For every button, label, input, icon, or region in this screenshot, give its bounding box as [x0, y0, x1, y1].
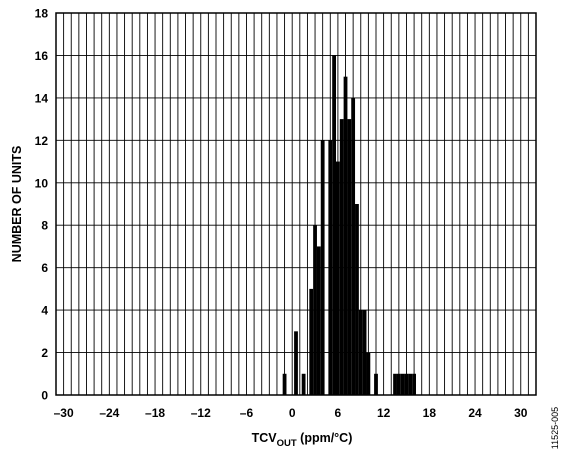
x-tick-label: 12: [377, 406, 391, 420]
x-axis-label-main: TCV: [252, 431, 278, 445]
histogram-bar: [404, 373, 409, 395]
histogram-bar: [294, 331, 298, 395]
x-tick-label: –24: [99, 406, 119, 420]
x-tick-label: 30: [514, 406, 528, 420]
y-tick-label: 2: [41, 346, 48, 360]
histogram-bar: [339, 119, 344, 395]
y-tick-labels: 0 2 4 6 8 10 12 14 16 18: [35, 7, 49, 403]
histogram-bar: [332, 55, 336, 395]
histogram-bar: [301, 373, 306, 395]
x-tick-label: 18: [423, 406, 437, 420]
histogram-bar: [328, 140, 333, 395]
histogram-bar: [362, 310, 367, 395]
histogram-bar: [282, 373, 287, 395]
x-axis-label-subscript: OUT: [277, 438, 297, 449]
histogram-bar: [374, 373, 378, 395]
histogram-bar: [408, 373, 413, 395]
y-tick-label: 16: [35, 49, 49, 63]
histogram-bar: [355, 204, 359, 395]
plot-frame: [55, 12, 537, 396]
y-tick-label: 12: [35, 134, 49, 148]
histogram-bar: [393, 373, 397, 395]
histogram-bar: [313, 225, 317, 395]
x-axis-label-suffix: (ppm/°C): [297, 431, 353, 445]
y-tick-label: 6: [41, 261, 48, 275]
bars: [282, 55, 416, 396]
y-tick-label: 4: [41, 304, 48, 318]
histogram-bar: [309, 288, 314, 395]
x-tick-label: 0: [289, 406, 296, 420]
histogram-bar: [358, 310, 363, 395]
x-tick-label: –6: [240, 406, 254, 420]
y-tick-label: 14: [35, 91, 49, 105]
histogram-bar: [316, 246, 321, 395]
histogram-bar: [400, 373, 405, 395]
x-tick-labels: –30 –24 –18 –12 –6 0 6 12 18 24 30: [54, 406, 528, 420]
x-tick-label: 24: [468, 406, 482, 420]
histogram-bar: [343, 76, 348, 396]
y-tick-label: 10: [35, 176, 49, 190]
x-axis-label: TCVOUT (ppm/°C): [252, 431, 353, 449]
y-tick-label: 8: [41, 219, 48, 233]
y-tick-label: 0: [41, 389, 48, 403]
histogram-bar: [320, 140, 325, 395]
y-tick-label: 18: [35, 7, 49, 21]
x-tick-label: –18: [145, 406, 165, 420]
y-axis-label: NUMBER OF UNITS: [10, 146, 24, 263]
x-tick-label: –12: [191, 406, 211, 420]
histogram-bar: [347, 119, 352, 395]
histogram-bar: [396, 373, 401, 395]
x-tick-label: –30: [54, 406, 74, 420]
histogram-bar: [412, 373, 416, 395]
histogram-bar: [351, 97, 356, 395]
histogram-bar: [366, 352, 371, 395]
x-tick-label: 6: [335, 406, 342, 420]
histogram-bar: [336, 161, 340, 395]
figure-id-label: 11525-005: [550, 407, 560, 449]
